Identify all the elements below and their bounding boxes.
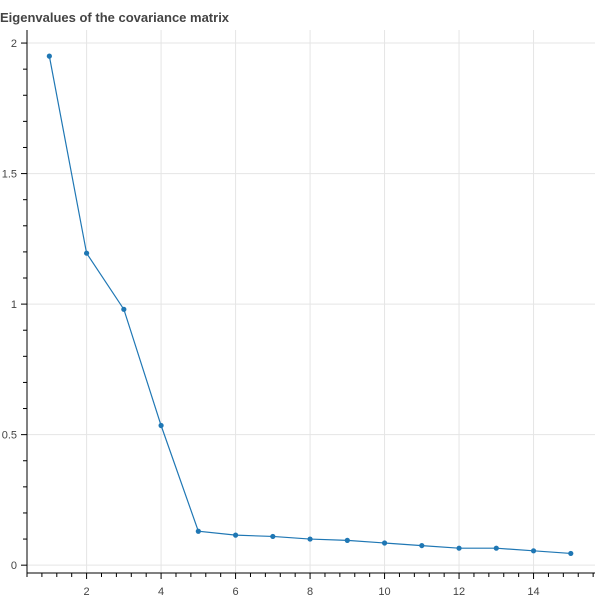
axes: [26, 30, 595, 574]
y-tick-label: 1: [11, 299, 17, 311]
x-tick-label: 4: [158, 586, 164, 598]
x-tick-label: 6: [233, 586, 239, 598]
data-point: [158, 422, 164, 429]
x-axis-ticks: 2 4 6 8 10 12 14: [26, 573, 594, 598]
data-point: [83, 250, 90, 256]
data-point: [530, 548, 537, 554]
data-point: [307, 536, 313, 542]
data-point: [344, 537, 350, 543]
data-point: [232, 532, 239, 538]
data-point: [121, 306, 127, 312]
x-tick-label: 14: [527, 586, 539, 598]
x-tick-label: 8: [307, 586, 313, 598]
y-axis-ticks: 0 0.5 1 1.5 2: [2, 38, 27, 572]
data-point: [419, 542, 425, 549]
data-point: [270, 533, 276, 540]
data-point: [456, 545, 462, 551]
grid-lines: [27, 30, 595, 573]
x-tick-label: 2: [84, 586, 90, 598]
y-tick-label: 2: [11, 38, 17, 50]
x-tick-label: 12: [453, 586, 465, 598]
x-tick-label: 10: [378, 586, 390, 598]
y-tick-label: 0.5: [2, 430, 17, 442]
chart-title: Eigenvalues of the covariance matrix: [0, 10, 230, 25]
data-point: [568, 550, 574, 557]
data-point: [493, 545, 499, 551]
data-point: [195, 528, 201, 534]
data-point: [381, 540, 388, 546]
y-tick-label: 1.5: [2, 169, 17, 181]
series-group: [46, 53, 574, 557]
y-tick-label: 0: [11, 560, 17, 572]
data-point: [46, 53, 52, 59]
